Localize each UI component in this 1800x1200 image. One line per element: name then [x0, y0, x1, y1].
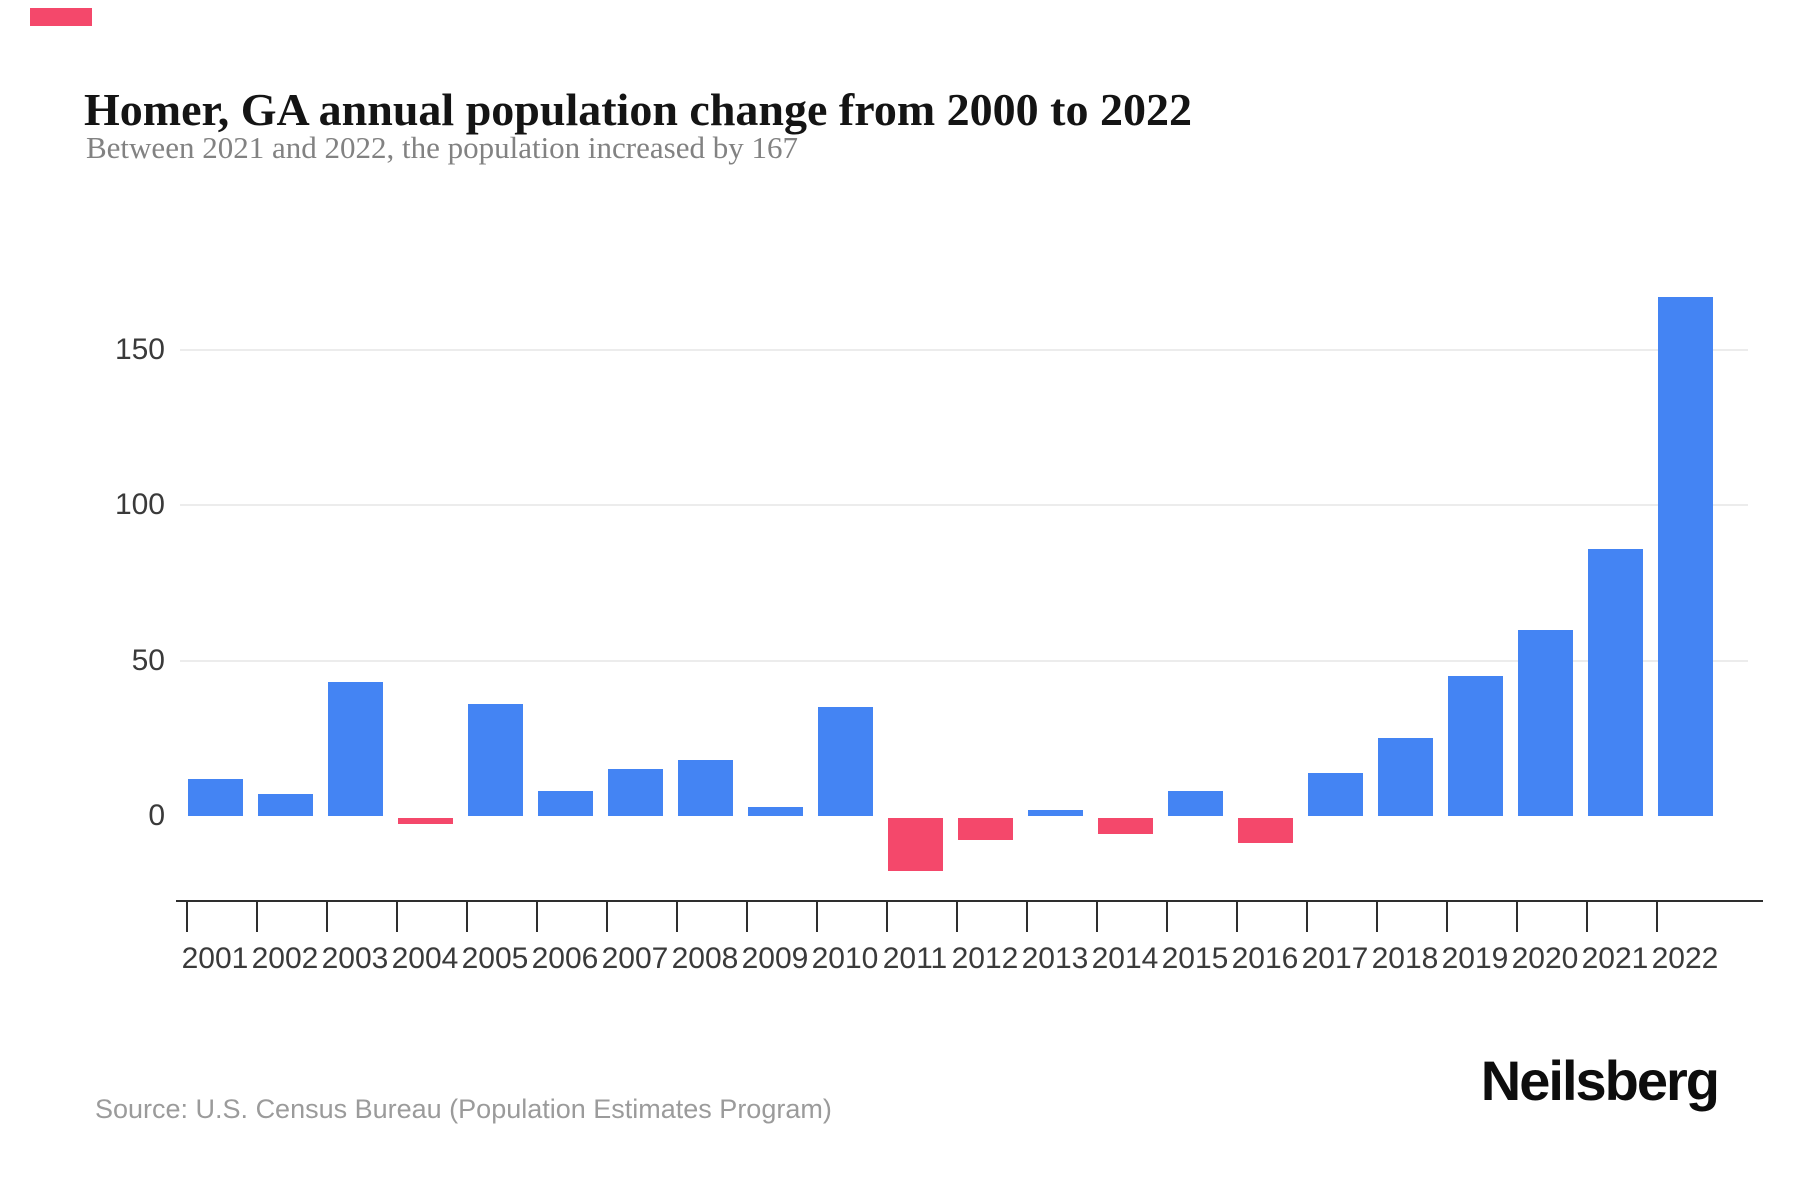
- bar-2009: [747, 806, 803, 816]
- x-tick-2016: [1235, 900, 1238, 932]
- gridline-50: [180, 659, 1748, 662]
- bar-2010: [817, 707, 873, 816]
- bar-2012: [957, 818, 1013, 840]
- bar-2018: [1377, 738, 1433, 816]
- x-axis-line: [176, 900, 1763, 902]
- x-tick-2007: [605, 900, 608, 932]
- x-tick-2010: [815, 900, 818, 932]
- bar-2005: [467, 704, 523, 816]
- bar-2004: [397, 818, 453, 825]
- x-tick-2013: [1025, 900, 1028, 932]
- x-tick-2017: [1305, 900, 1308, 932]
- x-axis-label-2009: 2009: [741, 942, 809, 975]
- bar-2008: [677, 760, 733, 816]
- x-axis-label-2019: 2019: [1441, 942, 1509, 975]
- chart-subtitle: Between 2021 and 2022, the population in…: [86, 130, 798, 165]
- bar-2007: [607, 769, 663, 816]
- x-axis-label-2014: 2014: [1091, 942, 1159, 975]
- source-text: Source: U.S. Census Bureau (Population E…: [95, 1094, 832, 1124]
- bar-2011: [887, 818, 943, 871]
- x-axis-label-2017: 2017: [1301, 942, 1369, 975]
- bar-2001: [187, 778, 243, 816]
- x-tick-2020: [1515, 900, 1518, 932]
- gridline-150: [180, 348, 1748, 351]
- x-axis-label-2018: 2018: [1371, 942, 1439, 975]
- x-axis-label-2006: 2006: [531, 942, 599, 975]
- bar-2022: [1657, 297, 1713, 816]
- x-axis-label-2010: 2010: [811, 942, 879, 975]
- x-axis-label-2012: 2012: [951, 942, 1019, 975]
- x-axis-label-2004: 2004: [391, 942, 459, 975]
- gridline-100: [180, 504, 1748, 507]
- bar-2015: [1167, 791, 1223, 816]
- x-tick-2015: [1165, 900, 1168, 932]
- bar-2019: [1447, 676, 1503, 816]
- x-tick-2005: [465, 900, 468, 932]
- x-tick-2004: [395, 900, 398, 932]
- bar-2020: [1517, 629, 1573, 816]
- x-axis-label-2022: 2022: [1651, 942, 1719, 975]
- x-tick-2009: [745, 900, 748, 932]
- brand-logo: Neilsberg: [1480, 1049, 1720, 1112]
- x-tick-2014: [1095, 900, 1098, 932]
- bar-2021: [1587, 548, 1643, 816]
- x-tick-2011: [885, 900, 888, 932]
- y-axis-label-50: 50: [131, 643, 165, 677]
- bar-2003: [327, 682, 383, 816]
- x-axis-label-2020: 2020: [1511, 942, 1579, 975]
- brand-accent-bar: [30, 8, 92, 26]
- bar-2017: [1307, 772, 1363, 816]
- x-tick-2012: [955, 900, 958, 932]
- x-tick-2021: [1585, 900, 1588, 932]
- x-axis-label-2021: 2021: [1581, 942, 1649, 975]
- y-axis-label-100: 100: [114, 488, 165, 522]
- x-tick-2001: [185, 900, 188, 932]
- bar-2013: [1027, 809, 1083, 816]
- bar-2006: [537, 791, 593, 816]
- x-axis-label-2011: 2011: [882, 942, 948, 975]
- x-axis-label-2013: 2013: [1021, 942, 1089, 975]
- bar-2002: [257, 794, 313, 816]
- x-axis-label-2005: 2005: [461, 942, 529, 975]
- x-tick-2003: [325, 900, 328, 932]
- x-axis-label-2003: 2003: [321, 942, 389, 975]
- x-tick-2022: [1655, 900, 1658, 932]
- x-axis-label-2008: 2008: [671, 942, 739, 975]
- y-axis-label-150: 150: [114, 332, 165, 366]
- y-axis-label-0: 0: [148, 799, 165, 832]
- chart-title: Homer, GA annual population change from …: [84, 83, 1192, 135]
- x-axis-label-2016: 2016: [1231, 942, 1299, 975]
- x-tick-2008: [675, 900, 678, 932]
- bar-2014: [1097, 818, 1153, 834]
- x-tick-2002: [255, 900, 258, 932]
- x-tick-2006: [535, 900, 538, 932]
- x-tick-2019: [1445, 900, 1448, 932]
- x-tick-2018: [1375, 900, 1378, 932]
- x-axis-label-2015: 2015: [1161, 942, 1229, 975]
- x-axis-label-2007: 2007: [601, 942, 669, 975]
- bar-2016: [1237, 818, 1293, 843]
- x-axis-label-2001: 2001: [181, 942, 249, 975]
- x-axis-label-2002: 2002: [251, 942, 319, 975]
